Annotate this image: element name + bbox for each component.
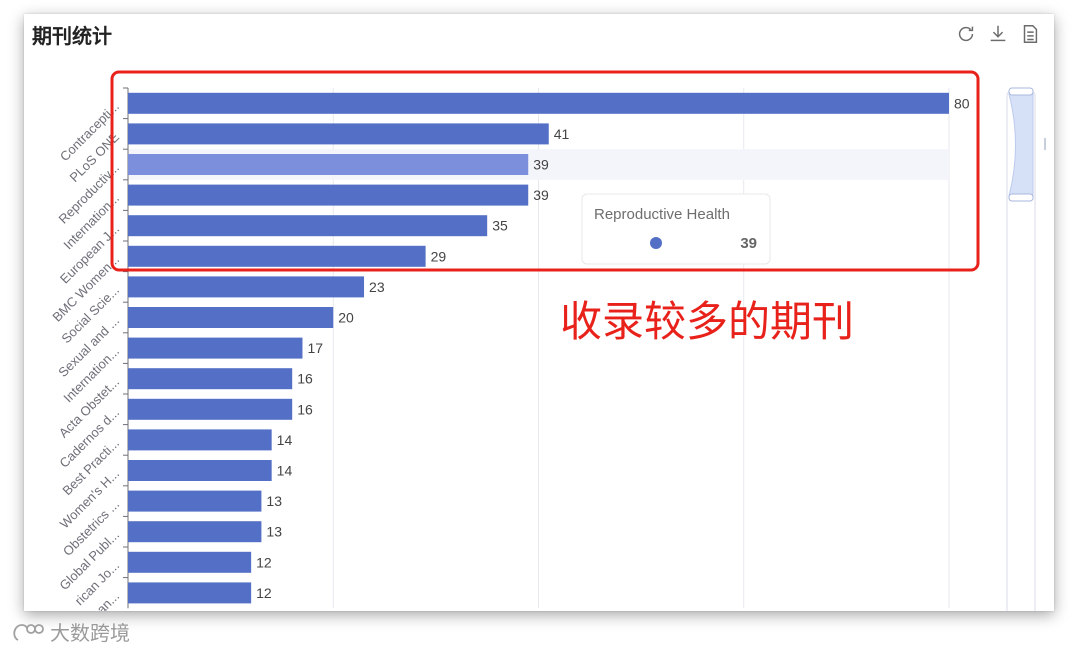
bar[interactable] (128, 368, 293, 390)
data-label: 13 (266, 493, 282, 509)
data-label: 39 (533, 157, 549, 173)
data-label: 23 (369, 279, 385, 295)
bar[interactable] (128, 429, 272, 451)
data-label: 14 (277, 432, 293, 448)
zoom-slider-handle-top[interactable] (1008, 87, 1034, 96)
bar[interactable] (128, 521, 262, 543)
data-view-icon (1023, 25, 1038, 43)
annotation-box (110, 70, 980, 272)
bar[interactable] (128, 582, 252, 604)
data-label: 13 (266, 524, 282, 540)
tooltip-box (581, 193, 771, 265)
zoom-slider-selection[interactable] (1008, 93, 1034, 197)
bar[interactable] (128, 307, 334, 328)
data-label: 35 (492, 218, 508, 234)
bar[interactable] (128, 276, 365, 298)
data-label: 16 (297, 401, 313, 417)
bar[interactable] (128, 398, 293, 420)
tooltip-value: 39 (740, 235, 757, 252)
bar[interactable] (128, 123, 549, 145)
data-label: 12 (256, 554, 272, 570)
refresh-button[interactable] (954, 22, 978, 46)
watermark: 大数跨境 (10, 617, 130, 646)
bar[interactable] (128, 92, 949, 114)
zoom-slider-handle-bottom[interactable] (1008, 193, 1034, 202)
download-icon (990, 25, 1006, 42)
data-label: 12 (256, 585, 272, 601)
chart-panel: 期刊统计 80 Contracepti... 41 PLoS ONE 39 Reprodu… (24, 14, 1054, 611)
download-button[interactable] (986, 22, 1010, 46)
data-view-button[interactable] (1018, 22, 1042, 46)
bar[interactable] (128, 337, 303, 359)
bar[interactable] (128, 245, 426, 267)
data-label: 16 (297, 371, 313, 387)
data-label: 17 (307, 340, 323, 356)
bar[interactable] (128, 154, 529, 175)
tooltip-marker (650, 237, 662, 249)
bar[interactable] (128, 551, 252, 573)
bar[interactable] (128, 460, 272, 481)
refresh-icon (958, 26, 974, 42)
bar[interactable] (128, 490, 262, 512)
watermark-text: 大数跨境 (50, 621, 130, 645)
data-label: 80 (954, 95, 970, 111)
annotation-text: 收录较多的期刊 (560, 297, 854, 346)
panel-title: 期刊统计 (32, 24, 112, 48)
bar[interactable] (128, 184, 529, 206)
data-label: 14 (277, 463, 293, 479)
chart-toolbar (954, 22, 1042, 46)
data-label: 41 (554, 126, 570, 142)
tooltip-title: Reproductive Health (594, 206, 730, 223)
brand-logo-icon (13, 623, 44, 641)
data-label: 39 (533, 187, 549, 203)
bar[interactable] (128, 215, 488, 237)
data-label: 20 (338, 310, 354, 326)
data-label: 29 (431, 248, 447, 264)
